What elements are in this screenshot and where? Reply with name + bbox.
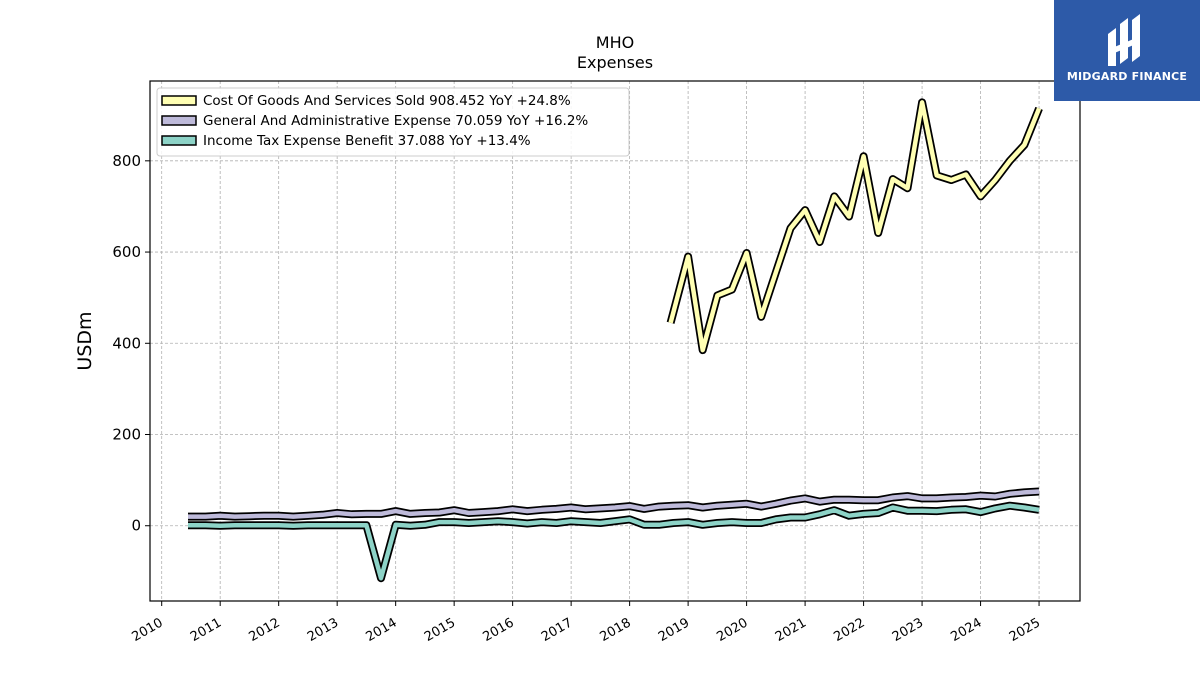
- chart-title: MHO: [596, 33, 634, 52]
- grid: [150, 81, 1080, 601]
- legend-swatch-1: [161, 115, 197, 126]
- y-tick-label: 200: [112, 426, 141, 444]
- legend-box: [156, 87, 630, 157]
- legend-swatch-0: [161, 95, 197, 106]
- x-tick-label: 2018: [597, 615, 633, 645]
- ticks: 0 200 400 600 800 2010 2011 2012 2013 2014 2015 201…: [112, 152, 1043, 645]
- y-tick-label: 400: [112, 334, 141, 352]
- series-line-0: [668, 100, 1042, 353]
- x-tick-label: 2025: [1007, 615, 1043, 645]
- plot-frame: [149, 80, 1081, 602]
- x-tick-label: 2014: [364, 615, 400, 645]
- legend: Cost Of Goods And Services Sold 908.452 …: [156, 87, 630, 157]
- legend-swatch-2: [161, 135, 197, 146]
- series-layer: [188, 98, 1043, 583]
- chart-subtitle: Expenses: [577, 53, 653, 72]
- y-axis-label: USDm: [74, 311, 96, 370]
- x-tick-label: 2022: [831, 615, 867, 645]
- x-tick-label: 2020: [714, 615, 750, 645]
- logo-text: MIDGARD FINANCE: [1066, 70, 1188, 83]
- y-tick-label: 600: [112, 243, 141, 261]
- y-tick-label: 800: [112, 152, 141, 170]
- x-tick-label: 2013: [305, 615, 341, 645]
- x-tick-label: 2015: [422, 615, 458, 645]
- legend-label-0: Cost Of Goods And Services Sold 908.452 …: [203, 93, 571, 109]
- x-tick-label: 2012: [247, 615, 283, 645]
- series-line-1: [188, 489, 1040, 519]
- x-tick-label: 2019: [656, 615, 692, 645]
- x-tick-label: 2011: [188, 615, 224, 645]
- x-tick-label: 2017: [539, 615, 575, 645]
- y-tick-label: 0: [131, 517, 141, 535]
- series-outline-0: [666, 98, 1043, 355]
- x-tick-label: 2024: [948, 615, 984, 645]
- x-tick-label: 2016: [480, 615, 516, 645]
- series-line-2: [188, 503, 1040, 581]
- x-tick-label: 2010: [130, 615, 166, 645]
- legend-label-2: Income Tax Expense Benefit 37.088 YoY +1…: [203, 133, 531, 149]
- midgard-finance-logo: MIDGARD FINANCE: [1054, 0, 1200, 101]
- legend-label-1: General And Administrative Expense 70.05…: [203, 113, 588, 129]
- x-tick-label: 2023: [890, 615, 926, 645]
- logo-mark-icon: [1108, 14, 1140, 66]
- x-tick-label: 2021: [773, 615, 809, 645]
